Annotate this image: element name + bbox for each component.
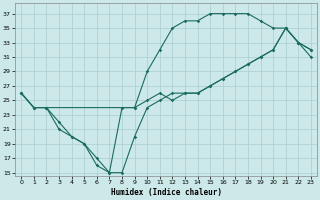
- X-axis label: Humidex (Indice chaleur): Humidex (Indice chaleur): [111, 188, 221, 197]
